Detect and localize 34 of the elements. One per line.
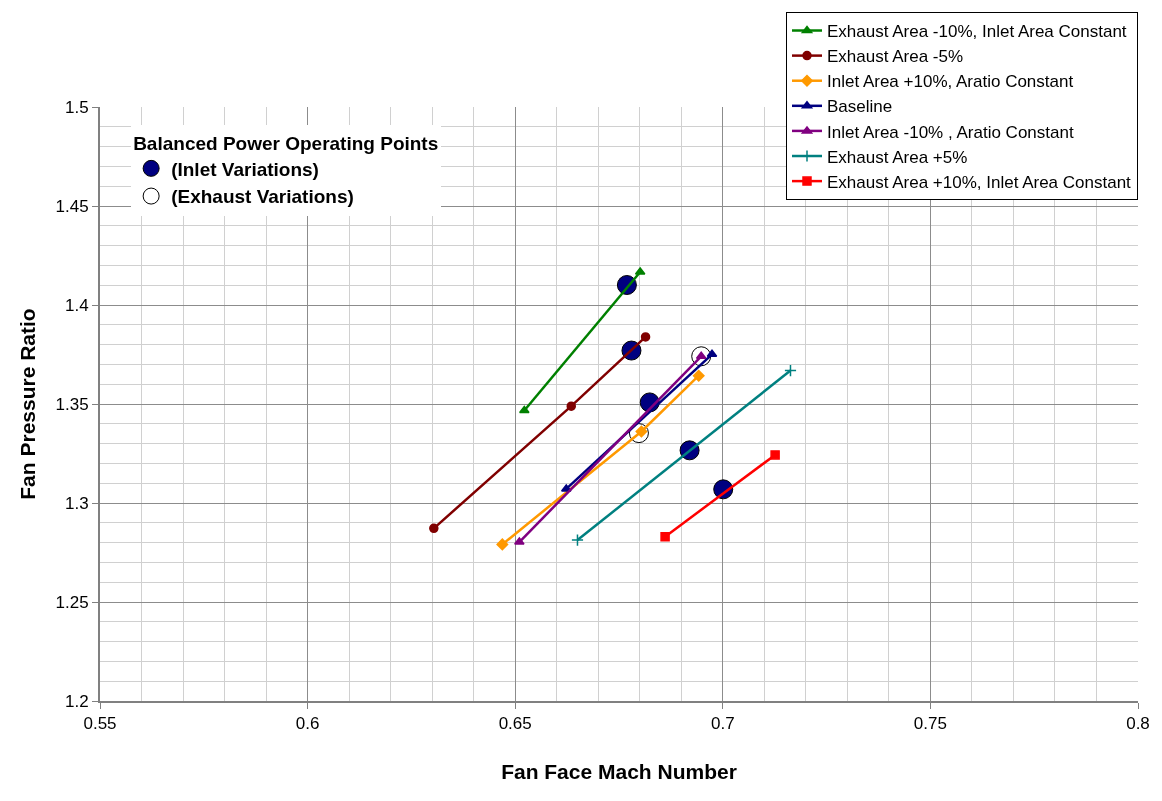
- legend-label: Baseline: [827, 97, 893, 117]
- legend-label: (Inlet Variations): [171, 158, 319, 180]
- y-tick-label: 1.25: [55, 592, 89, 612]
- legend-label: Inlet Area -10% , Aratio Constant: [827, 122, 1074, 142]
- legend-label: Exhaust Area +5%: [827, 147, 968, 167]
- y-tick-label: 1.3: [64, 493, 89, 513]
- x-tick-label: 0.65: [498, 714, 532, 734]
- y-tick-label: 1.4: [64, 295, 89, 315]
- point: [640, 332, 651, 342]
- legend-label: Exhaust Area -5%: [827, 47, 964, 67]
- legend-label: Exhaust Area +10%, Inlet Area Constant: [827, 172, 1132, 192]
- x-axis-title: Fan Face Mach Number: [501, 760, 737, 784]
- point: [660, 531, 670, 542]
- y-tick-label: 1.45: [55, 196, 89, 216]
- point: [566, 401, 576, 411]
- point: [496, 538, 509, 551]
- point: [571, 533, 584, 547]
- point: [770, 450, 780, 460]
- x-tick-label: 0.75: [913, 714, 947, 734]
- point: [429, 523, 439, 534]
- point: [784, 364, 797, 377]
- x-tick-label: 0.7: [710, 714, 735, 734]
- legend-title: Balanced Power Operating Points: [133, 132, 439, 154]
- y-tick-label: 1.35: [55, 394, 89, 414]
- point: [692, 369, 705, 382]
- y-axis-title: Fan Pressure Ratio: [16, 308, 40, 500]
- y-tick-label: 1.5: [64, 97, 89, 117]
- legend-label: Exhaust Area -10%, Inlet Area Constant: [827, 22, 1127, 42]
- legend-label: Inlet Area +10%, Aratio Constant: [827, 72, 1074, 92]
- y-tick-label: 1.2: [64, 691, 89, 711]
- x-tick-label: 0.8: [1126, 714, 1150, 734]
- x-tick-label: 0.55: [83, 714, 117, 734]
- x-tick-label: 0.6: [295, 714, 320, 734]
- legend-label: (Exhaust Variations): [171, 186, 354, 208]
